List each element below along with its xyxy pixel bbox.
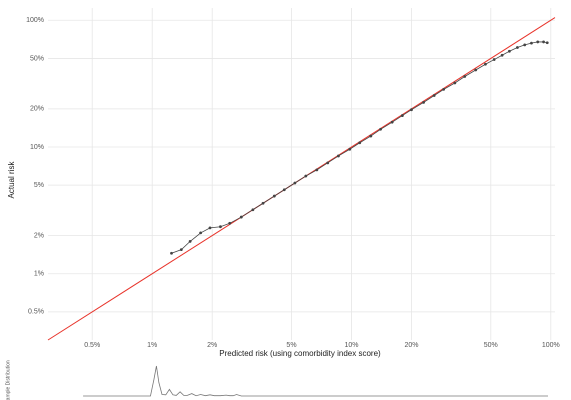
- point: [239, 215, 243, 219]
- y-tick-label: 10%: [30, 144, 44, 151]
- point: [474, 68, 478, 72]
- point: [442, 87, 446, 91]
- point: [508, 49, 511, 53]
- point: [261, 201, 265, 205]
- point: [530, 41, 533, 45]
- point: [304, 174, 308, 178]
- point: [199, 231, 203, 235]
- x-axis-title: Predicted risk (using comorbidity index …: [219, 349, 381, 358]
- distribution-label: Sample Distribution: [5, 360, 11, 400]
- y-axis-title: Actual risk: [7, 161, 16, 199]
- point: [523, 43, 527, 47]
- point: [326, 161, 330, 165]
- point: [337, 154, 340, 158]
- point: [315, 168, 319, 172]
- point: [358, 141, 362, 145]
- point: [208, 226, 212, 230]
- point: [293, 181, 297, 185]
- x-tick-label: 100%: [542, 342, 560, 349]
- x-tick-label: 10%: [344, 342, 358, 349]
- y-tick-label: 100%: [26, 17, 44, 24]
- y-tick-label: 20%: [30, 106, 44, 113]
- y-tick-label: 2%: [34, 232, 44, 239]
- point: [545, 41, 549, 45]
- point: [422, 100, 425, 104]
- point: [188, 239, 192, 243]
- point: [282, 188, 286, 192]
- x-tick-label: 1%: [147, 342, 157, 349]
- point: [170, 251, 173, 255]
- point: [410, 108, 413, 112]
- point: [500, 53, 504, 57]
- point: [463, 75, 467, 78]
- point: [228, 221, 232, 225]
- point: [219, 225, 222, 229]
- point: [348, 147, 352, 151]
- point: [492, 58, 496, 61]
- y-tick-label: 5%: [34, 182, 44, 189]
- point: [432, 94, 436, 97]
- point: [251, 208, 255, 212]
- y-tick-label: 1%: [34, 271, 44, 278]
- point: [453, 81, 457, 85]
- point: [536, 40, 540, 44]
- point: [542, 40, 545, 44]
- x-tick-label: 20%: [404, 342, 418, 349]
- x-tick-label: 5%: [286, 342, 296, 349]
- x-tick-label: 50%: [484, 342, 498, 349]
- point: [272, 194, 276, 198]
- y-tick-label: 0.5%: [28, 309, 44, 316]
- distribution: [83, 365, 548, 397]
- point: [179, 248, 183, 252]
- point: [390, 120, 394, 124]
- x-tick-label: 2%: [207, 342, 217, 349]
- point: [515, 46, 519, 49]
- trend-line: [171, 41, 548, 254]
- point: [379, 127, 383, 131]
- point: [484, 62, 487, 66]
- y-tick-label: 50%: [30, 55, 44, 62]
- x-tick-label: 0.5%: [84, 342, 100, 349]
- point: [400, 114, 404, 117]
- point: [369, 134, 373, 138]
